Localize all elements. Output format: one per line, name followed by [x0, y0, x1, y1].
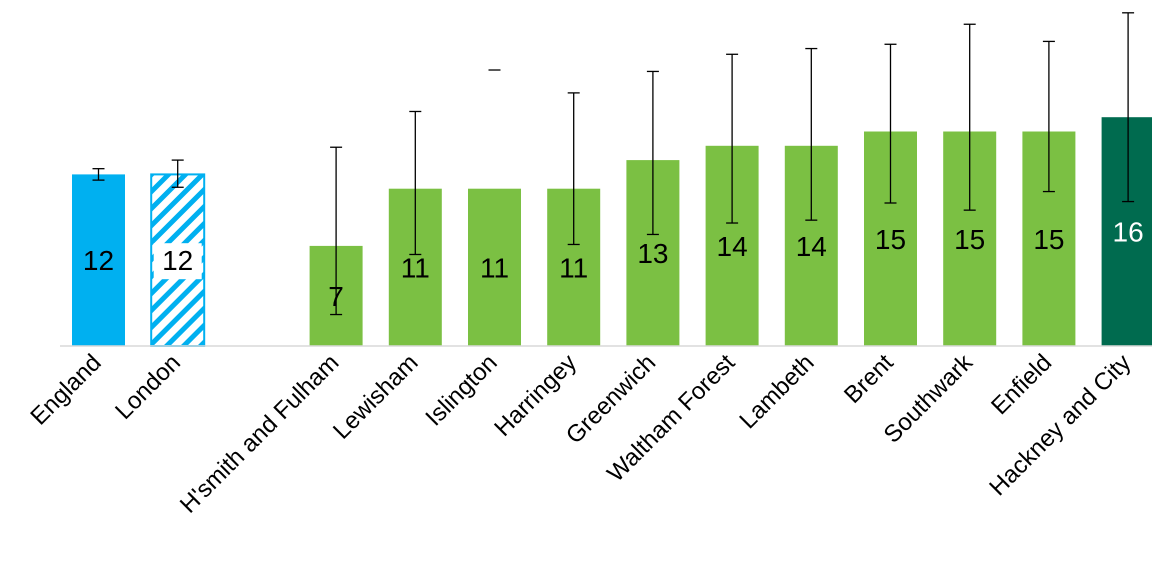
value-label-brent: 15 — [875, 224, 906, 255]
value-label-h-smith-and-fulham: 7 — [328, 281, 344, 312]
category-label-london: London — [110, 349, 186, 425]
error-bar-hackney-and-city — [1122, 12, 1135, 203]
value-label-lambeth: 14 — [796, 231, 827, 262]
error-bar-lambeth — [805, 47, 818, 221]
category-label-islington: Islington — [420, 349, 502, 431]
value-label-london: 12 — [162, 245, 193, 276]
value-label-hackney-and-city: 16 — [1113, 217, 1144, 248]
category-label-enfield: Enfield — [986, 349, 1057, 420]
value-label-lewisham: 11 — [401, 252, 430, 283]
error-bar-london — [171, 159, 184, 188]
error-bar-england — [92, 168, 105, 181]
error-bar-waltham-forest — [726, 53, 739, 224]
error-bar-southwark — [963, 23, 976, 211]
value-label-waltham-forest: 14 — [717, 231, 748, 262]
error-bar-lewisham — [409, 110, 422, 256]
category-label-h-smith-and-fulham: H'smith and Fulham — [175, 349, 344, 518]
error-bar-h-smith-and-fulham — [330, 146, 343, 316]
value-label-enfield: 15 — [1033, 224, 1064, 255]
category-label-hackney-and-city: Hackney and City — [984, 349, 1136, 501]
error-bar-enfield — [1042, 40, 1055, 193]
category-label-england: England — [25, 349, 106, 430]
value-label-southwark: 15 — [954, 224, 985, 255]
value-labels-group: 12 12 7 11 11 11 13 14 14 15 15 15 16 — [83, 217, 1144, 312]
value-label-greenwich: 13 — [637, 238, 668, 269]
error-bar-greenwich — [646, 70, 659, 236]
error-bars-group — [92, 12, 1135, 316]
bars-group — [72, 117, 1152, 347]
category-label-lambeth: Lambeth — [734, 349, 819, 434]
error-bar-harringey — [567, 92, 580, 246]
category-label-lewisham: Lewisham — [328, 349, 423, 444]
value-label-harringey: 11 — [559, 252, 588, 283]
value-label-islington: 11 — [480, 252, 509, 283]
error-bar-brent — [884, 43, 897, 204]
value-label-box-london — [153, 243, 202, 280]
bar-hackney-and-city — [1101, 117, 1152, 346]
bar-islington — [468, 188, 521, 346]
bar-england — [72, 174, 125, 346]
value-label-england: 12 — [83, 245, 114, 276]
category-label-brent: Brent — [839, 349, 899, 409]
